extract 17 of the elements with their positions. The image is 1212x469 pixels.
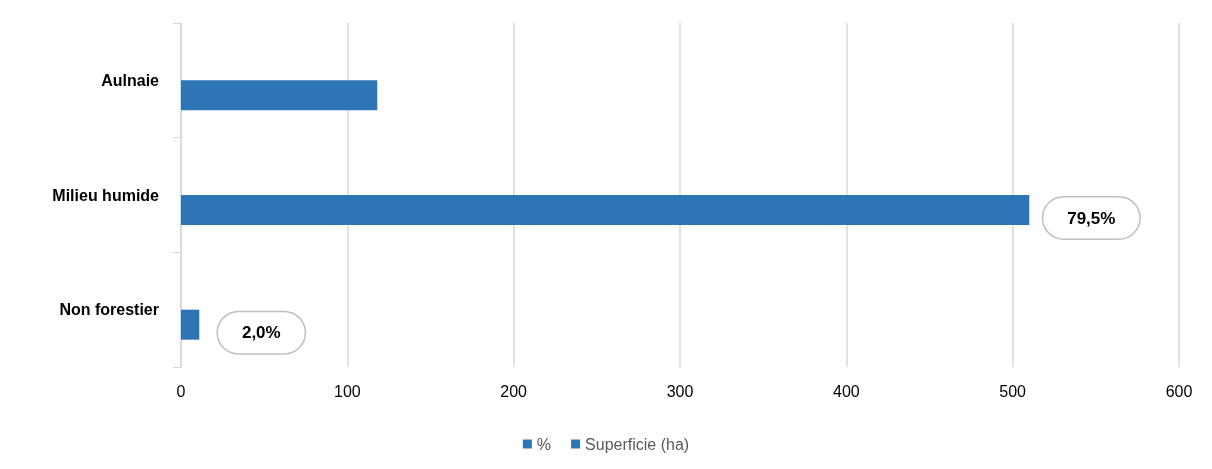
x-tick-label: 0 [176, 382, 186, 400]
x-tick-label: 200 [500, 382, 528, 400]
bar [181, 80, 378, 111]
x-tick-label: 400 [832, 382, 860, 400]
x-tick-label: 100 [333, 382, 361, 400]
x-tick-label: 600 [1165, 382, 1193, 400]
legend-label: Superficie (ha) [585, 435, 690, 453]
legend-label: % [536, 435, 552, 453]
bar [181, 195, 1030, 225]
x-tick-label: 300 [666, 382, 694, 400]
annotation: 79,5% [1067, 208, 1116, 228]
y-tick-label: Milieu humide [52, 186, 160, 204]
y-tick-label: Non forestier [59, 301, 159, 319]
annotation: 2,0% [241, 323, 281, 343]
y-tick-label: Aulnaie [101, 71, 160, 89]
bar [181, 309, 200, 340]
x-tick-label: 500 [999, 382, 1027, 400]
